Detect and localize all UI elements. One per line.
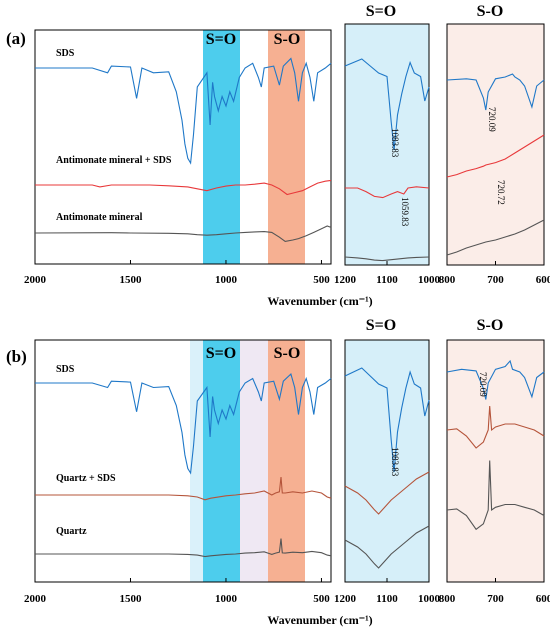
inset-frame-s-o-double-a <box>344 23 430 266</box>
band-halo-mid-b <box>240 340 268 582</box>
series-label-quartz: Quartz <box>56 526 87 537</box>
series-line-quartz <box>344 525 430 569</box>
inset-title-s-o-single-b: S-O <box>477 317 504 334</box>
x-tick-label: 500 <box>313 593 330 605</box>
x-tick-label: 800 <box>439 274 456 286</box>
inset-x-ticks-s-o-double-a: 1200 1100 1000 <box>334 261 441 286</box>
main-plot-series-b <box>35 372 332 558</box>
x-tick-label: 800 <box>439 593 456 605</box>
x-tick-label: 1200 <box>334 274 357 286</box>
panel-label-a: (a) <box>6 29 26 48</box>
main-axes-frame-a <box>34 29 332 265</box>
inset-title-s-o-single-a: S-O <box>477 3 504 20</box>
x-axis-label-a: Wavenumber (cm⁻¹) <box>267 294 372 308</box>
band-halo-left-b <box>190 340 203 582</box>
x-tick-label: 1000 <box>418 274 441 286</box>
main-x-ticks-b: 2000 1500 1000 500 <box>24 578 330 605</box>
series-line-sds <box>35 57 332 165</box>
main-x-ticks-a: 2000 1500 1000 500 <box>24 260 330 286</box>
band-label-s-o-double-b: S=O <box>206 345 236 362</box>
inset-series-s-o-double-a <box>344 58 430 262</box>
series-label-sds-b: SDS <box>56 364 75 375</box>
band-s-o-single-a <box>268 30 305 264</box>
x-tick-label: 1000 <box>418 593 441 605</box>
series-label-quartz-sds: Quartz + SDS <box>56 473 116 484</box>
inset-title-s-o-double-a: S=O <box>366 3 396 20</box>
series-line-sds <box>446 359 545 400</box>
series-line-quartz <box>35 538 332 558</box>
series-line-quartz-sds <box>344 471 430 515</box>
inset-series-s-o-double-b <box>344 367 430 569</box>
band-s-o-single-b <box>268 340 305 582</box>
series-line-quartz-sds <box>35 476 332 501</box>
series-label-antimonate-sds: Antimonate mineral + SDS <box>56 155 172 166</box>
x-tick-label: 1100 <box>376 274 398 286</box>
series-line-antimonate-mineral <box>344 256 430 262</box>
series-line-sds <box>35 372 332 475</box>
x-tick-label: 600 <box>536 593 550 605</box>
inset-series-s-o-single-b <box>446 359 545 531</box>
series-label-sds-a: SDS <box>56 48 75 59</box>
x-tick-label: 1500 <box>119 274 142 286</box>
inset-series-s-o-single-a <box>446 73 545 256</box>
series-line-sds <box>446 73 545 111</box>
annotation-1083-83-a: 1083.83 <box>390 128 400 158</box>
x-tick-label: 700 <box>487 593 504 605</box>
x-tick-label: 600 <box>536 274 550 286</box>
x-tick-label: 1000 <box>215 274 238 286</box>
x-tick-label: 1000 <box>215 593 238 605</box>
series-line-antimonate-mineral-sds <box>446 134 545 178</box>
band-label-s-o-double-a: S=O <box>206 31 236 48</box>
x-tick-label: 2000 <box>24 593 47 605</box>
inset-x-ticks-s-o-double-b: 1200 1100 1000 <box>334 578 441 605</box>
band-label-s-o-single-b: S-O <box>274 345 301 362</box>
series-line-quartz <box>446 460 545 531</box>
inset-title-s-o-double-b: S=O <box>366 317 396 334</box>
band-s-o-double-a <box>203 30 240 264</box>
series-line-antimonate-mineral <box>446 219 545 256</box>
annotation-720-72: 720.72 <box>496 180 506 205</box>
band-s-o-double-b <box>203 340 240 582</box>
inset-x-ticks-s-o-single-a: 800 700 600 <box>439 261 550 286</box>
x-tick-label: 500 <box>313 274 330 286</box>
series-line-antimonate-mineral-sds <box>35 179 332 196</box>
main-plot-series-a <box>34 57 332 242</box>
x-tick-label: 2000 <box>24 274 47 286</box>
annotation-1059-83: 1059.83 <box>400 197 410 227</box>
series-line-quartz-sds <box>446 405 545 449</box>
panel-b: (b) S=O S-O 2000 1500 1000 500 SDS Quartz +… <box>6 317 550 627</box>
series-line-antimonate-mineral-sds <box>345 186 430 199</box>
series-line-antimonate-mineral <box>34 225 332 242</box>
x-tick-label: 1100 <box>376 593 398 605</box>
band-label-s-o-single-a: S-O <box>274 31 301 48</box>
series-line-sds <box>344 58 430 151</box>
x-axis-label-b: Wavenumber (cm⁻¹) <box>267 613 372 627</box>
panel-a: (a) S=O S-O 2000 1500 1000 500 SDS Antimona… <box>6 3 550 308</box>
series-line-sds <box>344 367 430 473</box>
inset-frame-s-o-double-b <box>344 339 430 583</box>
x-tick-label: 1500 <box>119 593 142 605</box>
annotation-720-09-b: 720.09 <box>478 372 488 397</box>
inset-frame-s-o-single-b <box>446 339 545 583</box>
x-tick-label: 700 <box>487 274 504 286</box>
main-axes-frame-b <box>34 339 332 583</box>
x-tick-label: 1200 <box>334 593 357 605</box>
series-label-antimonate: Antimonate mineral <box>56 212 143 223</box>
annotation-1083-83-b: 1083.83 <box>390 447 400 477</box>
inset-x-ticks-s-o-single-b: 800 700 600 <box>439 578 550 605</box>
panel-label-b: (b) <box>6 347 27 366</box>
annotation-720-09-a: 720.09 <box>487 107 497 132</box>
